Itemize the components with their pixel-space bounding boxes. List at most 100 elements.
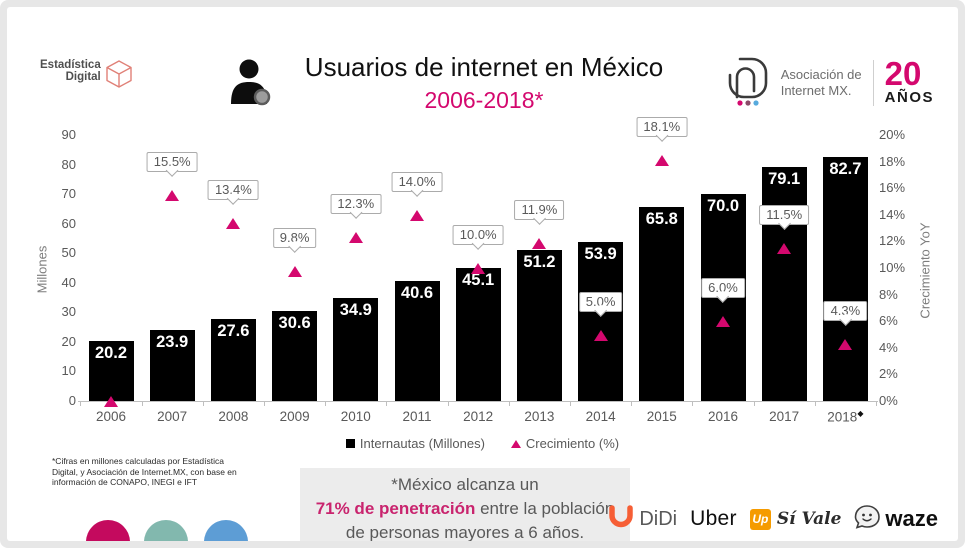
bar-value-label-2011: 40.6 [400,284,434,302]
bar-series-marker-icon [345,439,355,448]
growth-callout-value: 5.0% [578,291,623,312]
source-footnote: *Cifras en millones calculadas por Estad… [52,456,237,488]
estadistica-logo-line1: Estadística [40,59,101,71]
growth-marker-2014 [593,329,608,341]
growth-marker-2016 [716,316,730,328]
triangle-series-marker-icon [510,439,521,448]
y-axis-left-tick-label: 0 [68,393,76,408]
growth-callout-2018: 4.3% [823,300,868,326]
y-axis-left-tick-label: 90 [61,127,76,142]
growth-callout-value: 14.0% [391,171,443,192]
bar-value-label-2009: 30.6 [278,313,311,332]
growth-marker-2013 [532,237,547,249]
bar-2014: 53.9 [578,241,624,401]
growth-marker-2011 [410,209,424,221]
x-axis-label-2016: 2016 [707,409,739,424]
y-axis-left-tick-label: 20 [61,333,76,349]
x-axis-tick-mark [202,401,204,406]
slide: Estadística Digital Usuarios de [7,7,958,541]
growth-marker-2015 [654,155,669,167]
chart-legend: Internautas (Millones) Crecimiento (%) [7,436,958,451]
growth-marker-2009 [287,265,302,277]
bar-value-label-2013: 51.2 [523,252,556,271]
x-axis-tick-mark [876,401,877,406]
growth-callout-value: 18.1% [636,117,688,138]
y-axis-left-tick-label: 50 [61,245,76,261]
growth-callout-value: 12.3% [330,194,382,215]
asociacion-internet-mx-logo: Asociación de Internet MX. 20 AÑOS [720,53,934,112]
x-axis-tick-mark [814,401,816,406]
x-axis-tick-mark [753,401,755,406]
x-axis-tick-mark [264,401,265,406]
y-axis-left-tick-label: 70 [61,186,76,202]
x-axis-label-2009: 2009 [279,409,310,424]
estadistica-digital-logo: Estadística Digital [40,59,133,94]
bar-2011: 40.6 [394,281,440,401]
x-axis-tick-mark [141,401,143,406]
y-axis-left-tick-label: 40 [61,274,76,290]
bar-2010: 34.9 [333,297,379,401]
decor-circle-pink [86,520,130,541]
didi-wordmark: DiDi [639,507,678,530]
bar-value-label-2010: 34.9 [339,300,372,319]
aimx-name-line2: Internet MX. [780,82,852,98]
growth-callout-2009: 9.8% [272,227,317,253]
anniversary-word: AÑOS [884,89,934,106]
growth-callout-2007: 15.5% [146,151,198,177]
bar-value-label-2015: 65.8 [645,209,678,228]
y-axis-left-tick-label: 80 [61,156,76,172]
footnote-line2: Digital, y Asociación de Internet.MX, co… [52,466,237,477]
x-axis-tick-mark [508,401,510,406]
bar-value-label-2014: 53.9 [584,244,617,263]
bar-2006: 20.2 [88,341,134,401]
decor-circle-teal [144,520,188,541]
x-axis-label-2011: 2011 [402,409,432,424]
legend-label-internautas: Internautas (Millones) [359,436,485,451]
growth-marker-2012 [471,263,486,274]
growth-marker-2008 [226,217,241,229]
x-axis-tick-mark [447,401,449,406]
highlight-line2-rest: entre la población [475,499,615,518]
y-axis-right-tick-label: 18% [879,153,906,169]
growth-callout-2012: 10.0% [452,225,504,250]
y-axis-right-title: Crecimiento YoY [917,222,933,319]
x-axis-label-2010: 2010 [340,409,371,424]
y-axis-right-tick-label: 4% [879,339,898,355]
decor-circle-blue [204,520,248,541]
x-axis-tick-mark [570,401,571,406]
y-axis-right-tick-label: 8% [879,286,898,302]
x-axis-tick-mark [325,401,327,406]
bar-2015: 65.8 [639,206,685,401]
anniversary-number: 20 [884,55,922,92]
y-axis-right-tick-label: 2% [879,366,898,382]
aimx-at-icon [720,53,770,112]
x-axis-tick-mark [631,401,633,406]
bar-chart: Millones Crecimiento YoY 0 10 20 30 40 50 60 70… [7,7,958,541]
growth-callout-value: 4.3% [823,300,868,321]
waze-icon [854,504,881,534]
bar-2009: 30.6 [272,310,318,401]
x-axis-label-2018: 2018◆ [827,409,864,425]
highlight-line3: de personas mayores a 6 años. [345,523,585,541]
growth-callout-2016: 6.0% [701,278,745,304]
x-axis-label-2013: 2013 [524,409,555,424]
growth-marker-2007 [165,189,180,201]
growth-callout-2010: 12.3% [330,194,382,220]
legend-label-crecimiento: Crecimiento (%) [525,436,620,451]
preliminary-figure-mark: ◆ [857,409,864,418]
x-axis-label-2006: 2006 [95,409,127,424]
bar-value-label-2016: 70.0 [706,197,740,216]
growth-callout-value: 10.0% [452,225,504,245]
x-axis-tick-mark [80,401,82,406]
growth-callout-2011: 14.0% [391,171,443,197]
bar-value-label-2006: 20.2 [94,344,128,363]
x-axis-label-2012: 2012 [463,409,494,424]
bar-2017: 79.1 [761,167,807,401]
bar-2013: 51.2 [516,249,562,401]
page-title: Usuarios de internet en México [304,52,664,82]
bar-2008: 27.6 [210,319,256,401]
growth-callout-value: 11.5% [759,205,810,226]
x-axis-label-2007: 2007 [157,409,188,424]
page-subtitle: 2006-2018* [424,87,544,113]
aimx-name-line1: Asociación de [780,67,862,82]
